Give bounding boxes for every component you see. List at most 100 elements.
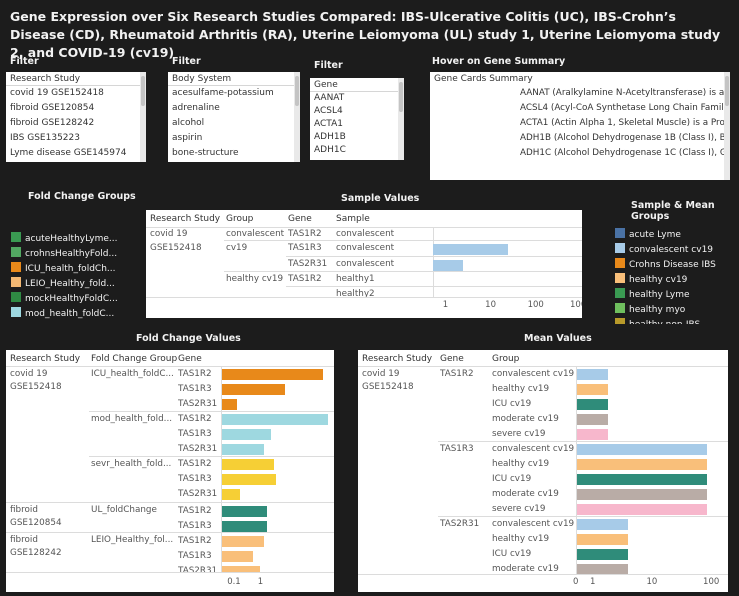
filter-label-gene: Filter [314, 60, 343, 71]
filter-item[interactable]: ACSL4 [314, 106, 343, 116]
group-label: moderate cv19 [492, 489, 559, 499]
mean-bar[interactable] [577, 504, 708, 515]
dashboard-title: Gene Expression over Six Research Studie… [10, 9, 721, 60]
mean-bar[interactable] [577, 474, 708, 485]
legend-item[interactable]: ICU_health_foldCh... [11, 262, 131, 277]
sample-label: convalescent [336, 229, 395, 239]
filter-item[interactable]: ADH1C [314, 145, 346, 155]
fold-change-bar[interactable] [222, 521, 268, 532]
gene-label: TAS2R31 [178, 489, 218, 499]
mean-values-table[interactable]: Research Study Gene Group covid 19 GSE15… [358, 350, 728, 592]
group-label: ICU cv19 [492, 549, 532, 559]
mean-bar[interactable] [577, 459, 708, 470]
gene-summary-item[interactable]: ADH1B (Alcohol Dehydrogenase 1B (Class I… [520, 133, 730, 143]
gene-filter[interactable]: Gene AANAT ACSL4 ACTA1 ADH1B ADH1C [310, 78, 404, 160]
filter-item[interactable]: AANAT [314, 93, 345, 103]
legend-item[interactable]: LEIO_Healthy_fold... [11, 277, 131, 292]
mean-bar[interactable] [577, 369, 609, 380]
legend-swatch [11, 247, 21, 257]
filter-item[interactable]: adrenaline [172, 103, 220, 113]
fold-change-bar[interactable] [222, 489, 241, 500]
filter-item[interactable]: alcohol [172, 118, 205, 128]
fold-change-axis: 0.1 1 [221, 577, 331, 591]
filter-item[interactable]: IBS GSE135223 [10, 133, 80, 143]
legend-item[interactable]: mod_health_foldC... [11, 307, 131, 322]
legend-item[interactable]: acuteHealthyLyme... [11, 232, 131, 247]
mean-bar[interactable] [577, 564, 629, 574]
filter-item[interactable]: ACTA1 [314, 119, 343, 129]
legend-item[interactable]: healthy Lyme [615, 288, 735, 303]
legend-item[interactable]: healthy cv19 [615, 273, 735, 288]
legend-swatch [615, 318, 625, 324]
mean-bar[interactable] [577, 444, 708, 455]
col-header: Research Study [10, 354, 81, 364]
gene-summary-item[interactable]: ADH1C (Alcohol Dehydrogenase 1C (Class I… [520, 148, 730, 158]
gene-label: TAS1R2 [178, 459, 212, 469]
sample-values-table[interactable]: Research Study Group Gene Sample covid 1… [146, 210, 582, 318]
filter-item[interactable]: ADH1B [314, 132, 346, 142]
legend-label: ICU_health_foldCh... [25, 264, 116, 274]
filter-item[interactable]: Lyme disease GSE145974 [10, 148, 127, 158]
gene-summary-item[interactable]: AANAT (Aralkylamine N-Acetyltransferase)… [520, 88, 730, 98]
fold-change-bar[interactable] [222, 399, 237, 410]
legend-item[interactable]: healthy non-IBS [615, 318, 735, 324]
legend-label: LEIO_Healthy_fold... [25, 279, 115, 289]
fold-change-bar[interactable] [222, 566, 261, 572]
gene-label: TAS1R3 [178, 551, 212, 561]
filter-item[interactable]: aspirin [172, 133, 203, 143]
filter-item[interactable]: fibroid GSE128242 [10, 118, 95, 128]
summary-scrollbar[interactable] [724, 72, 730, 180]
legend-item[interactable]: Crohns Disease IBS [615, 258, 735, 273]
filter-scrollbar[interactable] [398, 78, 404, 160]
gene-summary-panel[interactable]: Gene Cards Summary AANAT (Aralkylamine N… [430, 72, 730, 180]
fold-change-bar[interactable] [222, 551, 253, 562]
fold-change-bar[interactable] [222, 444, 265, 455]
mean-bar[interactable] [577, 429, 609, 440]
fold-change-bar[interactable] [222, 506, 268, 517]
filter-item[interactable]: acesulfame-potassium [172, 88, 274, 98]
group-label: ICU cv19 [492, 399, 532, 409]
fold-change-values-title: Fold Change Values [136, 333, 241, 344]
sample-bar[interactable] [433, 260, 463, 271]
mean-bar[interactable] [577, 384, 609, 395]
study-id: GSE152418 [362, 382, 414, 392]
mean-bar[interactable] [577, 414, 609, 425]
gene-summary-item[interactable]: ACSL4 (Acyl-CoA Synthetase Long Chain Fa… [520, 103, 730, 113]
legend-swatch [615, 288, 625, 298]
filter-item[interactable]: bone-structure [172, 148, 239, 158]
fold-change-bar[interactable] [222, 384, 286, 395]
group-label: convalescent cv19 [492, 444, 575, 454]
mean-bar[interactable] [577, 489, 708, 500]
filter-item[interactable]: covid 19 GSE152418 [10, 88, 104, 98]
legend-item[interactable]: crohnsHealthyFold... [11, 247, 131, 262]
legend-item[interactable]: mockHealthyFoldC... [11, 292, 131, 307]
study-id: GSE128242 [10, 548, 62, 558]
fold-change-bar[interactable] [222, 474, 277, 485]
filter-scrollbar[interactable] [294, 72, 300, 162]
body-system-filter[interactable]: Body System acesulfame-potassium adrenal… [168, 72, 300, 162]
research-study-filter[interactable]: Research Study covid 19 GSE152418 fibroi… [6, 72, 146, 162]
gene-summary-item[interactable]: ACTA1 (Actin Alpha 1, Skeletal Muscle) i… [520, 118, 730, 128]
sample-label: convalescent [336, 259, 395, 269]
fold-change-bar[interactable] [222, 414, 329, 425]
fold-change-bar[interactable] [222, 429, 271, 440]
gene-label: TAS1R3 [440, 444, 474, 454]
legend-swatch [615, 303, 625, 313]
mean-bar[interactable] [577, 519, 629, 530]
filter-item[interactable]: fibroid GSE120854 [10, 103, 95, 113]
mean-bar[interactable] [577, 399, 609, 410]
legend-item[interactable]: convalescent cv19 [615, 243, 735, 258]
sample-bar[interactable] [433, 244, 509, 255]
mean-bar[interactable] [577, 534, 629, 545]
fold-change-values-table[interactable]: Research Study Fold Change Group Gene co… [6, 350, 334, 592]
filter-scrollbar[interactable] [140, 72, 146, 162]
legend-item[interactable]: healthy myo [615, 303, 735, 318]
fold-change-bar[interactable] [222, 459, 274, 470]
gene-label: TAS1R3 [178, 474, 212, 484]
legend-item[interactable]: acute Lyme [615, 228, 735, 243]
fold-change-bar[interactable] [222, 536, 265, 547]
fold-change-bar[interactable] [222, 369, 323, 380]
legend-swatch [11, 262, 21, 272]
mean-bar[interactable] [577, 549, 629, 560]
mean-values-axis: 0 1 10 100 [573, 577, 726, 591]
